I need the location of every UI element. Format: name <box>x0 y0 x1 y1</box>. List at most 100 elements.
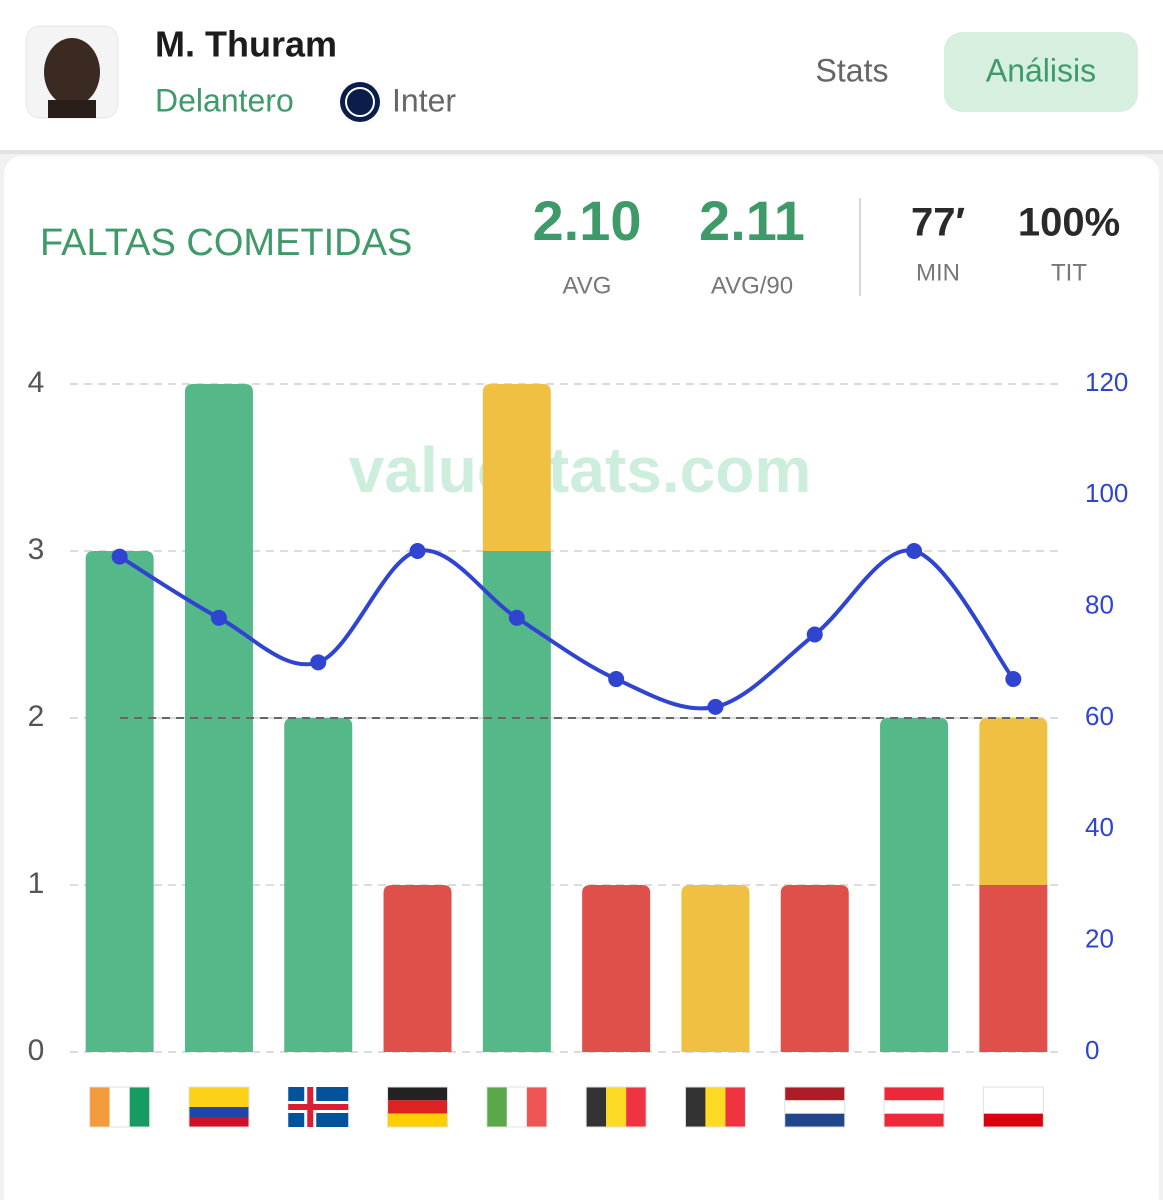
y-tick-label: 1 <box>28 867 45 900</box>
chart-title: FALTAS COMETIDAS <box>40 222 412 264</box>
flag-border <box>188 1086 250 1128</box>
flag-part <box>89 1087 110 1127</box>
flag-part <box>884 1100 945 1114</box>
flag-part <box>606 1087 627 1127</box>
tab-active-bg[interactable] <box>944 32 1138 112</box>
line-point <box>210 609 227 626</box>
team-name: Inter <box>392 82 456 118</box>
team-logo <box>340 82 380 122</box>
flag-icon <box>486 1086 548 1128</box>
bar-segment <box>681 885 750 1052</box>
avatar <box>25 25 119 119</box>
flag-border <box>585 1086 647 1128</box>
y-tick-label: 2 <box>28 700 45 733</box>
y-tick-label: 4 <box>28 366 45 399</box>
flag-border <box>684 1086 746 1128</box>
flag-border <box>486 1086 548 1128</box>
flag-icon <box>784 1086 846 1128</box>
header-shadow <box>0 150 1163 154</box>
flag-part <box>725 1087 746 1127</box>
line-point <box>608 671 625 688</box>
flag-part <box>784 1087 845 1101</box>
line-point <box>409 543 426 559</box>
line-point <box>707 698 724 715</box>
player-name: M. Thuram <box>155 24 337 65</box>
tab[interactable]: Stats <box>816 52 889 88</box>
flag-part <box>983 1100 1044 1114</box>
player-position: Delantero <box>155 82 294 118</box>
stat-value: 2.10 <box>533 189 642 252</box>
stat-label: AVG <box>563 272 612 299</box>
line-point <box>906 543 923 559</box>
flag-part <box>188 1097 249 1107</box>
watermark: valuestats.com <box>349 434 811 506</box>
flag-part <box>387 1113 448 1127</box>
y-tick-label: 0 <box>28 1034 45 1067</box>
line-point <box>111 548 128 565</box>
flag-part <box>486 1087 507 1127</box>
flag-part <box>188 1117 249 1127</box>
stat-value: 2.11 <box>699 189 805 252</box>
bar-segment <box>582 885 651 1052</box>
category-flags <box>89 1086 1044 1128</box>
line-point <box>508 609 525 626</box>
y2-tick-label: 100 <box>1085 478 1128 508</box>
stats: 2.10 AVG 2.11 AVG/90 77′ MIN 100% TIT <box>533 189 1121 300</box>
flag-part <box>188 1107 249 1117</box>
flag-part <box>387 1087 448 1101</box>
flag-border <box>89 1086 151 1128</box>
y2-tick-label: 0 <box>1085 1035 1099 1065</box>
y2-tick-label: 60 <box>1085 701 1114 731</box>
flag-part <box>288 1104 349 1110</box>
flag-icon <box>89 1086 151 1128</box>
flag-icon <box>288 1087 349 1127</box>
flag-icon <box>387 1086 449 1128</box>
flag-part <box>626 1087 647 1127</box>
flag-part <box>884 1087 945 1101</box>
stat-label: MIN <box>916 259 960 286</box>
line <box>118 548 1015 711</box>
flag-border <box>883 1086 945 1128</box>
flag-part <box>129 1087 150 1127</box>
flag-part <box>784 1100 845 1114</box>
bar-segment <box>880 718 949 1052</box>
stat-value: 77′ <box>911 201 965 245</box>
flag-part <box>884 1113 945 1127</box>
bar-segment <box>780 885 849 1052</box>
bar-segment <box>284 718 353 1052</box>
flag-border <box>784 1086 846 1128</box>
flag-icon <box>883 1086 945 1128</box>
flag-part <box>983 1113 1044 1127</box>
flag-part <box>705 1087 726 1127</box>
flag-part <box>685 1087 706 1127</box>
y2-tick-label: 120 <box>1085 367 1128 397</box>
y2-tick-label: 20 <box>1085 924 1114 954</box>
y2-tick-label: 80 <box>1085 590 1114 620</box>
flag-part <box>109 1087 130 1127</box>
flag-border <box>387 1086 449 1128</box>
flag-part <box>784 1113 845 1127</box>
flag-icon <box>982 1086 1044 1128</box>
flag-part <box>526 1087 547 1127</box>
stat-value: 100% <box>1018 201 1120 245</box>
y-tick-label: 3 <box>28 533 45 566</box>
flag-icon <box>188 1086 250 1128</box>
bar-segment <box>482 551 551 1052</box>
y2-tick-label: 40 <box>1085 812 1114 842</box>
flag-part <box>983 1087 1044 1101</box>
flag-part <box>506 1087 527 1127</box>
bar-segment <box>383 885 452 1052</box>
flag-part <box>387 1100 448 1114</box>
flag-icon <box>585 1086 647 1128</box>
flag-part <box>188 1087 249 1097</box>
bar-segment <box>979 885 1048 1052</box>
line-point <box>1005 671 1022 688</box>
bar-segment <box>482 384 551 551</box>
line-point <box>806 626 823 643</box>
stat-label: TIT <box>1051 259 1087 286</box>
bar-segment <box>979 718 1048 885</box>
tab-active[interactable]: Análisis <box>986 52 1096 88</box>
flag-part <box>307 1087 314 1127</box>
